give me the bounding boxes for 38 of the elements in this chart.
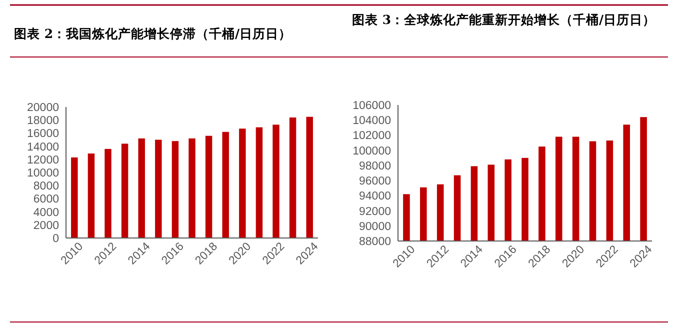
bar bbox=[239, 128, 246, 238]
y-tick-label: 10000 bbox=[27, 168, 59, 180]
y-tick-label: 14000 bbox=[27, 141, 59, 154]
chart-title: 图表 2：我国炼化产能增长停滞（千桶/日历日） bbox=[14, 25, 293, 43]
y-tick-label: 102000 bbox=[352, 130, 391, 142]
y-tick-label: 12000 bbox=[27, 154, 59, 166]
y-tick-label: 88000 bbox=[359, 236, 391, 248]
y-tick-label: 106000 bbox=[352, 100, 391, 112]
bar bbox=[306, 116, 313, 238]
chart-title: 图表 3：全球炼化产能重新开始增长（千桶/日历日） bbox=[352, 11, 657, 29]
y-tick-label: 94000 bbox=[359, 190, 391, 203]
y-tick-label: 2000 bbox=[33, 220, 59, 232]
bar bbox=[289, 117, 296, 238]
y-tick-label: 90000 bbox=[359, 220, 391, 233]
y-tick-label: 0 bbox=[52, 233, 59, 245]
y-tick-label: 98000 bbox=[359, 160, 391, 172]
y-tick-label: 4000 bbox=[33, 206, 59, 219]
y-tick-label: 18000 bbox=[27, 115, 59, 128]
y-tick-label: 8000 bbox=[33, 180, 59, 193]
y-tick-label: 16000 bbox=[27, 128, 59, 140]
bar bbox=[104, 148, 112, 238]
bar bbox=[138, 138, 145, 238]
bar bbox=[121, 144, 128, 238]
bar bbox=[205, 136, 212, 238]
bar bbox=[188, 138, 196, 238]
bar bbox=[272, 124, 280, 238]
bar bbox=[88, 154, 95, 238]
bar bbox=[71, 157, 78, 238]
bar bbox=[172, 141, 179, 238]
bar bbox=[155, 140, 162, 238]
y-tick-label: 6000 bbox=[33, 194, 59, 206]
bar bbox=[222, 132, 229, 238]
y-tick-label: 20000 bbox=[27, 102, 59, 114]
y-tick-label: 96000 bbox=[359, 176, 391, 188]
y-tick-label: 100000 bbox=[352, 145, 391, 158]
y-tick-label: 104000 bbox=[352, 115, 391, 128]
bar bbox=[256, 127, 263, 238]
y-tick-label: 92000 bbox=[359, 206, 391, 218]
